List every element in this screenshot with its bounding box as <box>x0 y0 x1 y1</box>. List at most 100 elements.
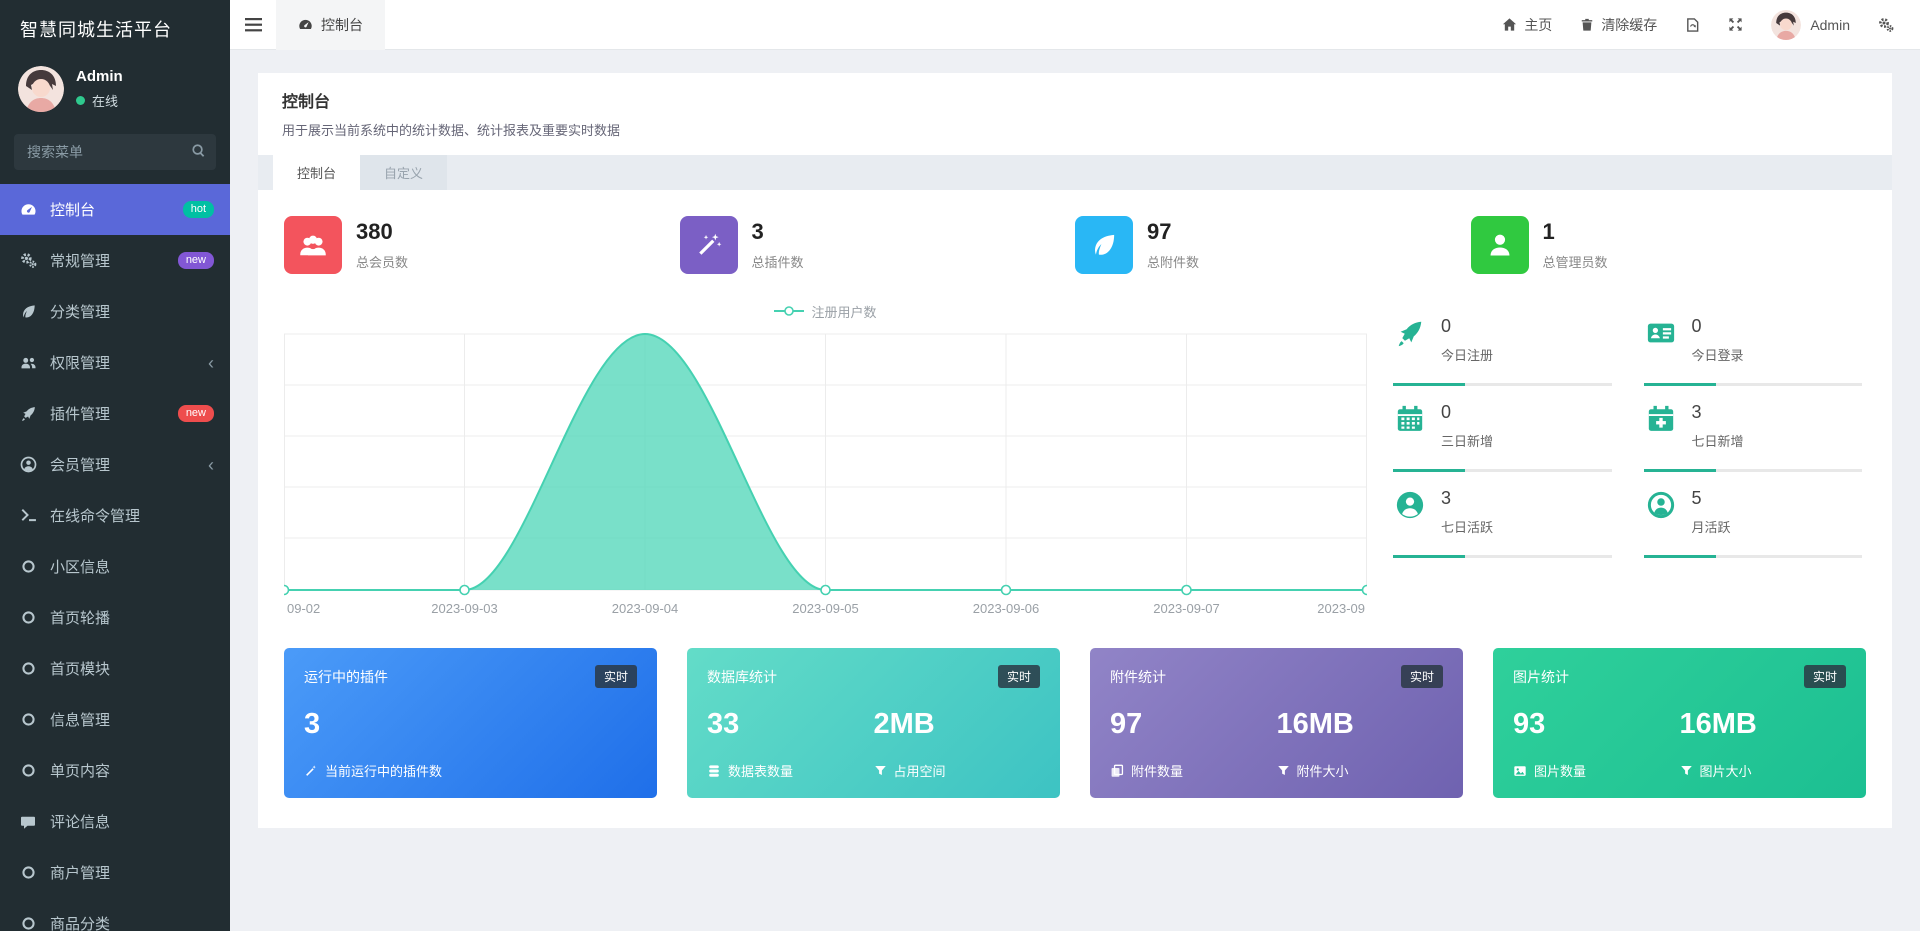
sidebar-item-comments[interactable]: 评论信息 <box>0 796 230 847</box>
sidebar-item-label: 商户管理 <box>50 865 111 882</box>
sidebar-menu: 控制台 hot 常规管理 new 分类管理 权限管理 <box>0 184 230 931</box>
chevron-left-icon: ‹ <box>208 454 214 475</box>
legend-marker-icon <box>774 306 805 316</box>
sidebar-item-merchants[interactable]: 商户管理 <box>0 847 230 898</box>
user-circle-icon <box>1395 490 1425 520</box>
settings-cogs-icon[interactable] <box>1878 17 1894 33</box>
sidebar-item-home-carousel[interactable]: 首页轮播 <box>0 592 230 643</box>
tab-custom[interactable]: 自定义 <box>360 155 448 190</box>
card-value2-label: 图片大小 <box>1680 761 1847 780</box>
comment-icon <box>16 814 40 830</box>
users-icon <box>284 216 342 274</box>
navbar-user[interactable]: Admin <box>1771 9 1850 40</box>
sidebar-search <box>14 134 216 170</box>
card-value2: 16MB <box>1276 708 1354 740</box>
realtime-badge: 实时 <box>594 665 637 688</box>
stat-label: 总插件数 <box>751 255 804 270</box>
mini-stat-underline <box>1393 555 1612 558</box>
x-axis-tick: 09-02 <box>287 601 320 616</box>
realtime-badge: 实时 <box>1803 665 1846 688</box>
mini-stat-underline <box>1393 383 1612 386</box>
page-header: 控制台 用于展示当前系统中的统计数据、统计报表及重要实时数据 <box>258 73 1892 155</box>
trash-icon <box>1580 17 1594 32</box>
card-value2: 2MB <box>873 708 935 740</box>
mini-stat-label: 今日注册 <box>1441 348 1494 363</box>
card-value: 33 <box>707 708 740 740</box>
mini-stat-label: 七日新增 <box>1691 434 1744 449</box>
wand-icon <box>304 764 318 778</box>
hamburger-menu-icon[interactable] <box>230 0 276 50</box>
sidebar-item-label: 单页内容 <box>50 763 111 780</box>
calendar-plus-icon <box>1646 404 1676 434</box>
card-title: 图片统计 <box>1513 668 1569 685</box>
mini-stat-value: 0 <box>1441 316 1452 336</box>
circle-icon <box>16 559 40 574</box>
mini-stat-value: 3 <box>1441 488 1452 508</box>
sidebar-item-category[interactable]: 分类管理 <box>0 286 230 337</box>
gauge-icon <box>16 201 40 218</box>
fullscreen-icon[interactable] <box>1728 17 1743 32</box>
rocket-icon <box>16 405 40 422</box>
sidebar-item-members[interactable]: 会员管理 ‹ <box>0 439 230 490</box>
mini-stat-value: 3 <box>1691 402 1702 422</box>
brand-title: 智慧同城生活平台 <box>20 20 172 40</box>
mini-stat-today-logins: 0 今日登录 <box>1643 306 1867 386</box>
sidebar-item-goods-categories[interactable]: 商品分类 <box>0 898 230 931</box>
mini-stat-today-registered: 0 今日注册 <box>1393 306 1616 386</box>
sidebar-item-plugins[interactable]: 插件管理 new <box>0 388 230 439</box>
search-input[interactable] <box>14 134 216 170</box>
stats-row: 380 总会员数 3 总插件数 <box>284 216 1866 274</box>
stat-value: 3 <box>751 219 764 244</box>
clear-cache-button[interactable]: 清除缓存 <box>1580 15 1657 35</box>
card-title: 附件统计 <box>1110 668 1166 685</box>
sidebar-item-label: 商品分类 <box>50 916 111 931</box>
stat-value: 380 <box>356 219 393 244</box>
tab-dashboard[interactable]: 控制台 <box>273 155 361 190</box>
x-axis-tick: 2023-09-05 <box>792 601 859 616</box>
leaf-icon <box>16 303 40 320</box>
sidebar-item-community-info[interactable]: 小区信息 <box>0 541 230 592</box>
card-value2-label: 附件大小 <box>1277 761 1444 780</box>
sidebar-item-single-page[interactable]: 单页内容 <box>0 745 230 796</box>
legend-label: 注册用户数 <box>811 304 877 320</box>
navbar-tab-label: 控制台 <box>321 16 363 33</box>
realtime-badge: 实时 <box>1400 665 1443 688</box>
stat-value: 1 <box>1542 219 1555 244</box>
card-value: 3 <box>304 708 321 740</box>
x-axis-tick: 2023-09-04 <box>612 601 679 616</box>
sidebar-item-home-modules[interactable]: 首页模块 <box>0 643 230 694</box>
top-navbar: 控制台 主页 清除缓存 <box>230 0 1920 50</box>
panel-body: 380 总会员数 3 总插件数 <box>258 190 1892 828</box>
sidebar-item-label: 控制台 <box>50 202 96 219</box>
online-dot <box>76 96 85 105</box>
tab-strip: 控制台 自定义 <box>258 155 1892 190</box>
image-icon <box>1513 764 1527 778</box>
card-value-label: 数据表数量 <box>707 761 874 780</box>
stat-total-attachments: 97 总附件数 <box>1075 216 1471 274</box>
mini-stat-3day-new: 0 三日新增 <box>1393 392 1616 472</box>
card-value: 93 <box>1513 708 1546 740</box>
terminal-icon <box>16 507 40 524</box>
rocket-icon <box>1395 318 1425 348</box>
circle-icon <box>16 763 40 778</box>
chevron-left-icon: ‹ <box>208 352 214 373</box>
middle-row: 注册用户数 <box>284 300 1866 622</box>
sidebar-item-dashboard[interactable]: 控制台 hot <box>0 184 230 235</box>
sidebar-item-label: 在线命令管理 <box>50 508 141 525</box>
x-axis-tick: 2023-09-03 <box>431 601 498 616</box>
gauge-icon <box>298 17 313 32</box>
home-link[interactable]: 主页 <box>1502 15 1552 35</box>
sidebar: 智慧同城生活平台 Admin 在线 <box>0 0 230 931</box>
sidebar-item-info-management[interactable]: 信息管理 <box>0 694 230 745</box>
circle-icon <box>16 610 40 625</box>
leaf-icon <box>1075 216 1133 274</box>
sidebar-item-online-commands[interactable]: 在线命令管理 <box>0 490 230 541</box>
cogs-icon <box>16 252 40 269</box>
main-area: 控制台 主页 清除缓存 <box>230 0 1920 931</box>
stat-total-members: 380 总会员数 <box>284 216 680 274</box>
user-status-label: 在线 <box>92 94 119 109</box>
refresh-page-icon[interactable] <box>1685 17 1700 33</box>
sidebar-item-general[interactable]: 常规管理 new <box>0 235 230 286</box>
navbar-tab-dashboard[interactable]: 控制台 <box>276 0 385 50</box>
sidebar-item-permissions[interactable]: 权限管理 ‹ <box>0 337 230 388</box>
